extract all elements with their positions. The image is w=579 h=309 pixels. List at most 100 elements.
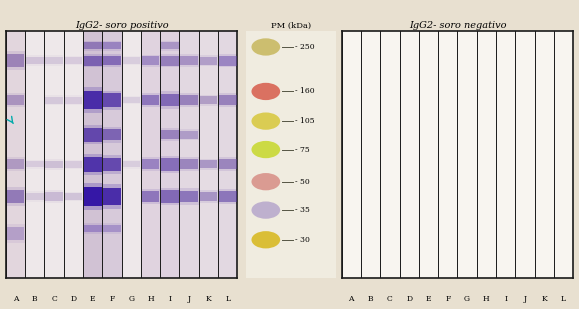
Bar — [122, 160, 141, 169]
Bar — [6, 190, 24, 203]
Bar — [180, 56, 198, 65]
Text: - 160: - 160 — [295, 87, 315, 95]
Bar — [83, 54, 102, 67]
Bar — [122, 96, 141, 104]
Bar — [218, 93, 237, 107]
Text: C: C — [51, 295, 57, 303]
Bar — [84, 187, 101, 206]
Bar — [142, 56, 159, 65]
Text: F: F — [109, 295, 115, 303]
Bar — [45, 192, 63, 201]
Text: G: G — [464, 295, 470, 303]
Bar — [179, 93, 199, 108]
Bar — [83, 31, 102, 278]
Bar — [84, 56, 101, 66]
Bar — [218, 54, 237, 67]
Bar — [160, 40, 179, 51]
Text: L: L — [561, 295, 566, 303]
Text: J: J — [188, 295, 190, 303]
Bar — [122, 56, 141, 65]
Bar — [83, 183, 102, 210]
Bar — [102, 223, 122, 234]
Text: B: B — [32, 295, 38, 303]
Text: L: L — [225, 295, 230, 303]
Bar — [26, 57, 43, 64]
Bar — [200, 160, 217, 168]
Bar — [25, 55, 44, 66]
Bar — [122, 97, 140, 103]
Bar — [103, 188, 121, 205]
Bar — [6, 51, 25, 70]
Bar — [102, 54, 122, 67]
Bar — [160, 188, 179, 205]
Bar — [45, 95, 64, 105]
Bar — [218, 189, 237, 204]
Bar — [83, 223, 102, 234]
Bar — [218, 158, 237, 171]
Bar — [199, 95, 218, 106]
Bar — [180, 131, 198, 139]
Bar — [103, 158, 121, 171]
Bar — [179, 54, 199, 67]
Text: G: G — [128, 295, 134, 303]
Text: J: J — [523, 295, 526, 303]
Bar — [45, 97, 63, 104]
Text: I: I — [504, 295, 507, 303]
Bar — [102, 91, 122, 110]
Title: IgG2- soro positivo: IgG2- soro positivo — [75, 21, 168, 30]
Bar — [45, 190, 64, 203]
Text: B: B — [368, 295, 373, 303]
Bar — [6, 95, 24, 105]
Bar — [26, 193, 43, 200]
Text: H: H — [147, 295, 154, 303]
Bar — [200, 96, 217, 104]
Bar — [122, 57, 140, 64]
Bar — [179, 188, 199, 205]
Bar — [64, 97, 82, 104]
Text: - 50: - 50 — [295, 178, 310, 186]
Bar — [84, 128, 101, 142]
Bar — [219, 56, 237, 66]
Bar — [180, 95, 198, 105]
Bar — [45, 159, 64, 170]
Bar — [219, 159, 237, 169]
Bar — [161, 130, 179, 139]
Text: A: A — [13, 295, 18, 303]
Bar — [102, 155, 122, 174]
Bar — [141, 93, 160, 107]
Text: I: I — [168, 295, 171, 303]
Bar — [218, 31, 237, 278]
Bar — [142, 95, 159, 105]
Ellipse shape — [251, 231, 280, 248]
Bar — [6, 187, 25, 206]
Bar — [141, 189, 160, 204]
Text: - 75: - 75 — [295, 146, 310, 154]
Bar — [103, 225, 121, 232]
Bar — [6, 31, 25, 278]
Bar — [161, 42, 179, 49]
Bar — [64, 57, 82, 64]
Ellipse shape — [251, 173, 280, 190]
Text: - 30: - 30 — [295, 236, 310, 244]
Text: E: E — [426, 295, 431, 303]
Bar — [83, 125, 102, 144]
Bar — [45, 161, 63, 168]
Text: - 35: - 35 — [295, 206, 310, 214]
Text: F: F — [445, 295, 450, 303]
Bar — [64, 56, 83, 66]
Bar — [179, 158, 199, 171]
Ellipse shape — [251, 38, 280, 56]
Bar — [64, 161, 82, 168]
Text: C: C — [387, 295, 393, 303]
Bar — [26, 161, 43, 167]
Bar — [199, 31, 218, 278]
Bar — [64, 193, 82, 200]
Bar — [179, 129, 199, 140]
Bar — [161, 56, 179, 66]
Bar — [179, 31, 199, 278]
Text: A: A — [349, 295, 354, 303]
Bar — [160, 31, 179, 278]
Title: PM (kDa): PM (kDa) — [271, 22, 311, 30]
Bar — [6, 54, 24, 67]
Bar — [103, 93, 121, 107]
